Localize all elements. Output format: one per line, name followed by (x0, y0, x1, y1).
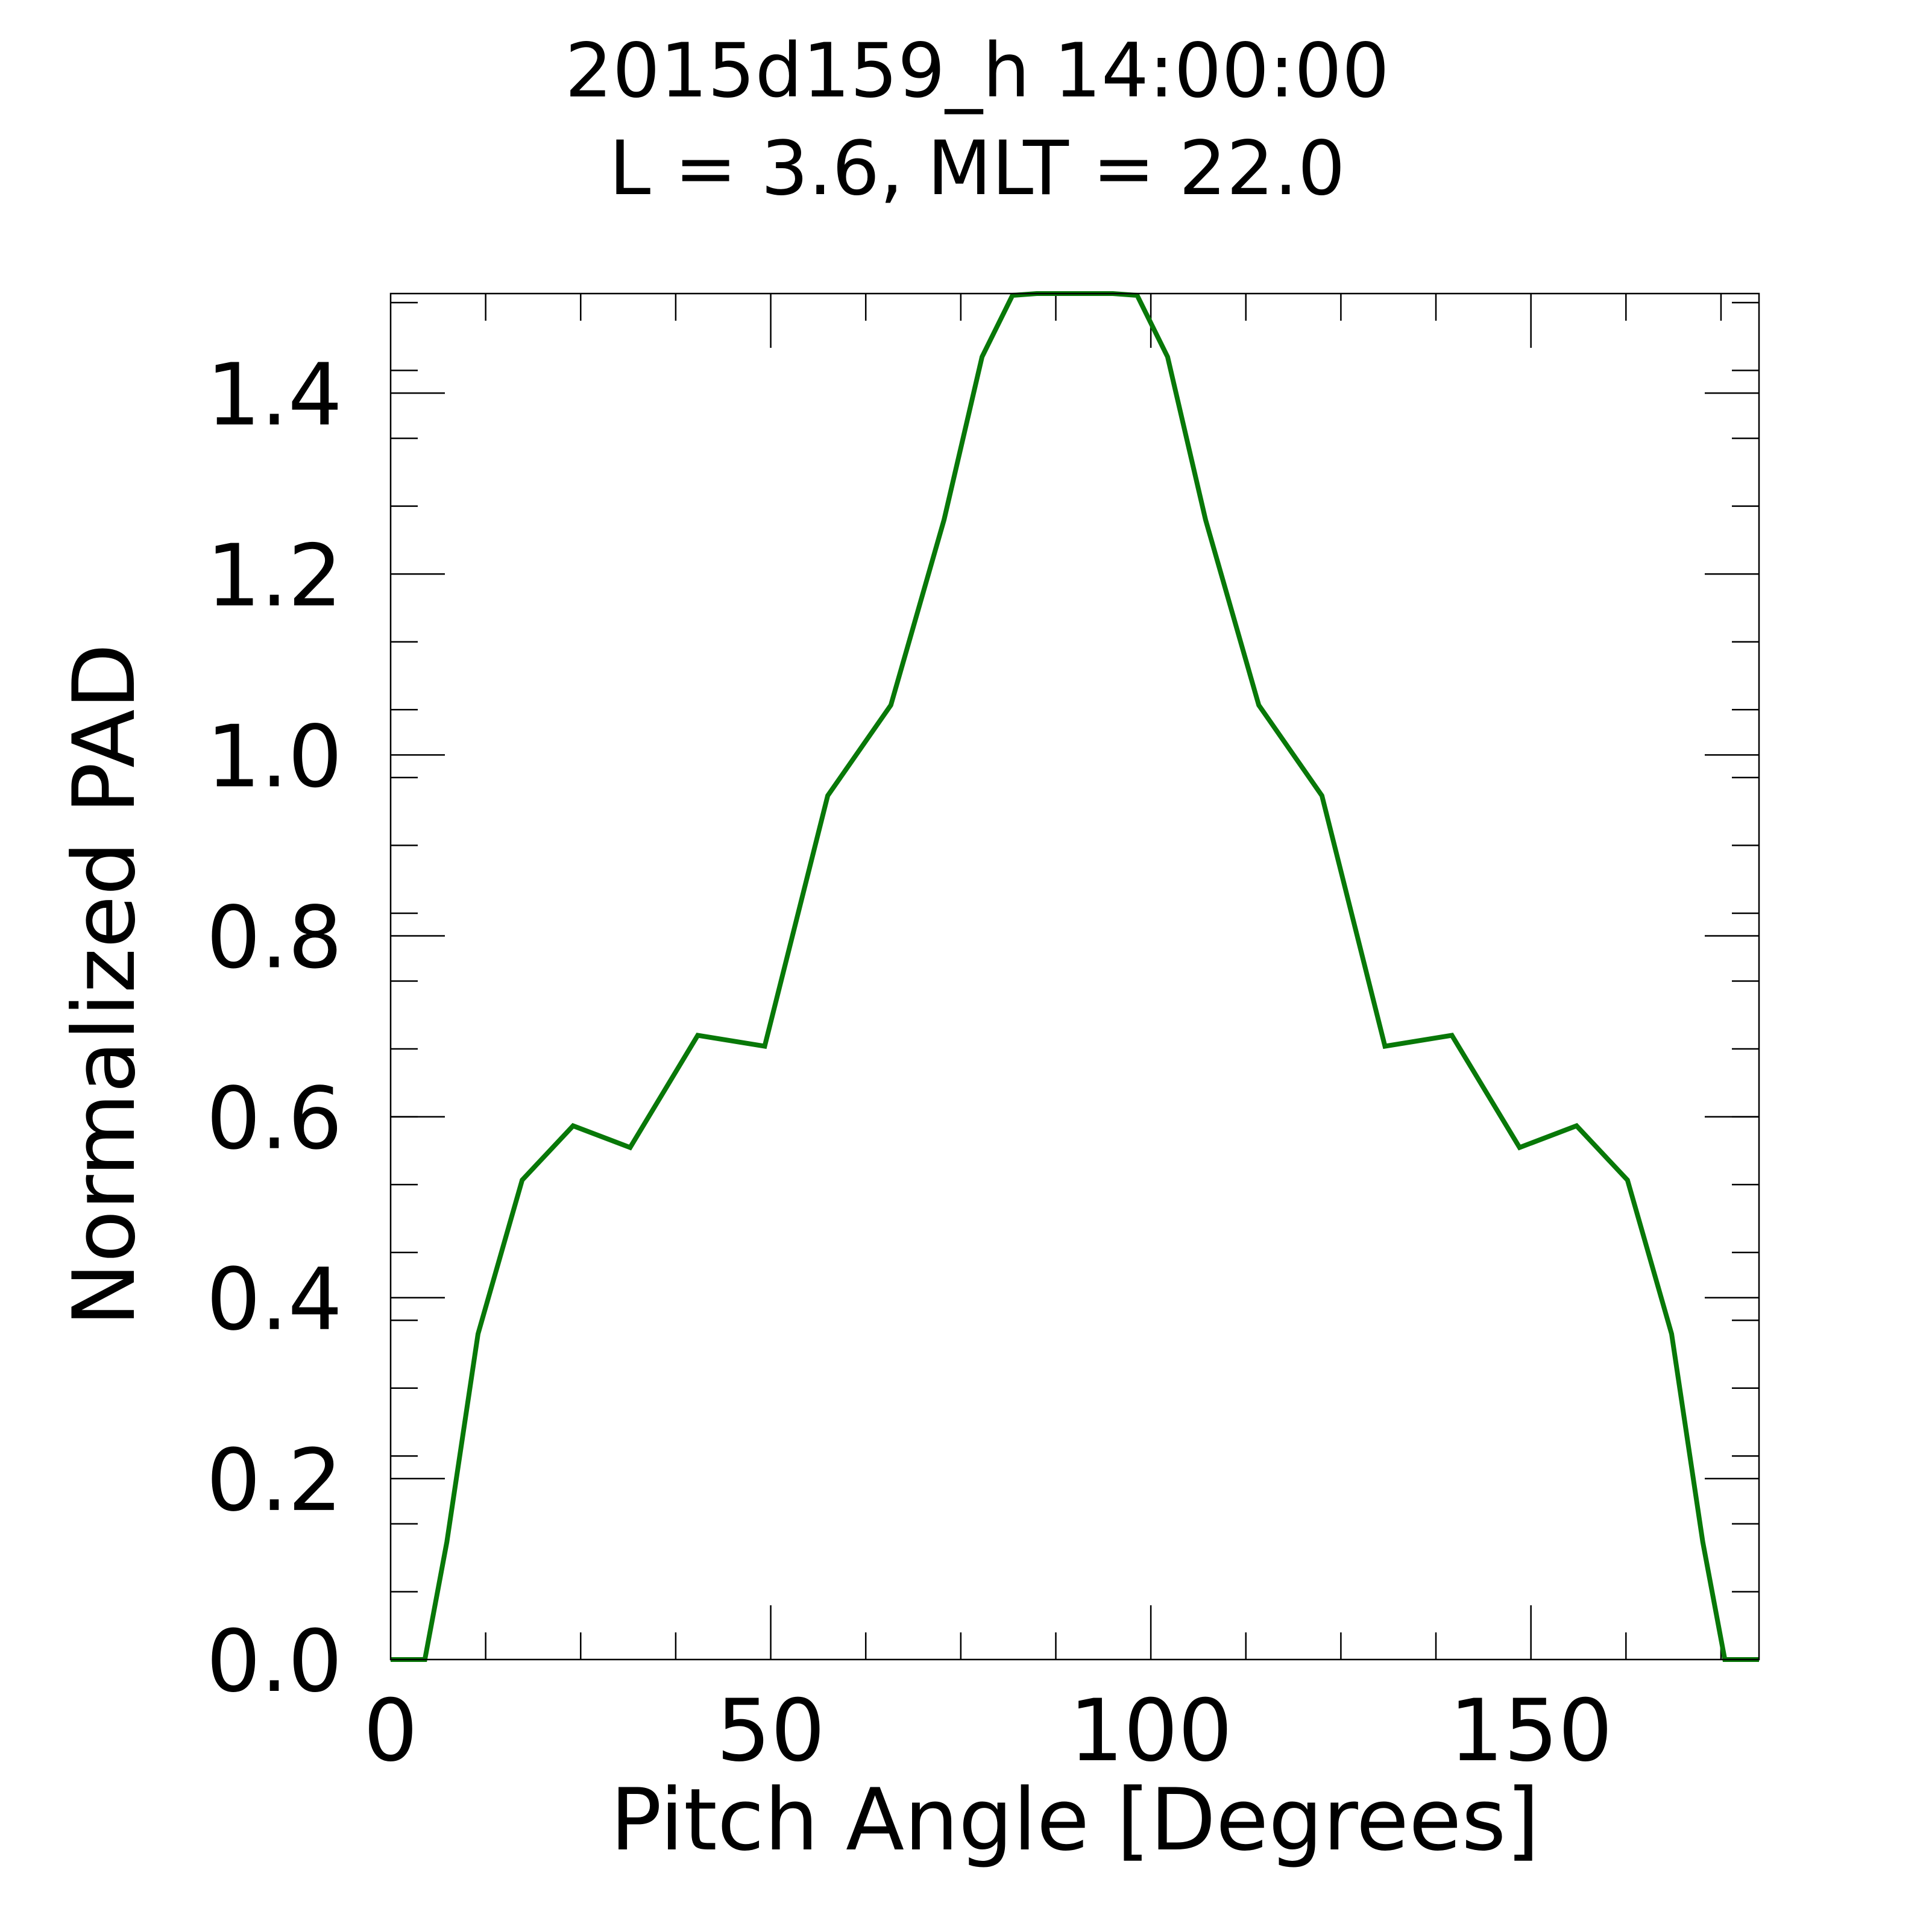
y-tick-label: 0.6 (206, 1069, 342, 1169)
plot-area-frame (389, 292, 1760, 1661)
y-tick-label: 0.4 (206, 1250, 342, 1350)
y-tick-label: 1.4 (206, 345, 342, 445)
chart-subtitle: L = 3.6, MLT = 22.0 (609, 125, 1345, 212)
y-tick-label: 1.0 (206, 707, 342, 807)
x-tick-label: 0 (363, 1681, 418, 1781)
y-tick-label: 0.2 (206, 1431, 342, 1531)
x-tick-label: 100 (1069, 1681, 1233, 1781)
y-tick-label: 0.0 (206, 1612, 342, 1711)
series-layer (391, 291, 1759, 1662)
x-axis-label: Pitch Angle [Degrees] (610, 1770, 1540, 1870)
series-line (391, 291, 1759, 1662)
x-tick-label: 50 (716, 1681, 825, 1781)
y-axis-label: Normalized PAD (55, 643, 154, 1326)
tick-labels: 0 50 100 150 0.0 0.2 0.4 0.6 0.8 1.0 1.2 1.4 (206, 345, 1613, 1781)
y-tick-label: 1.2 (206, 526, 342, 626)
chart-title: 2015d159_h 14:00:00 (565, 28, 1389, 115)
y-tick-label: 0.8 (206, 888, 342, 987)
x-tick-label: 150 (1449, 1681, 1613, 1781)
axis-ticks (391, 294, 1759, 1660)
